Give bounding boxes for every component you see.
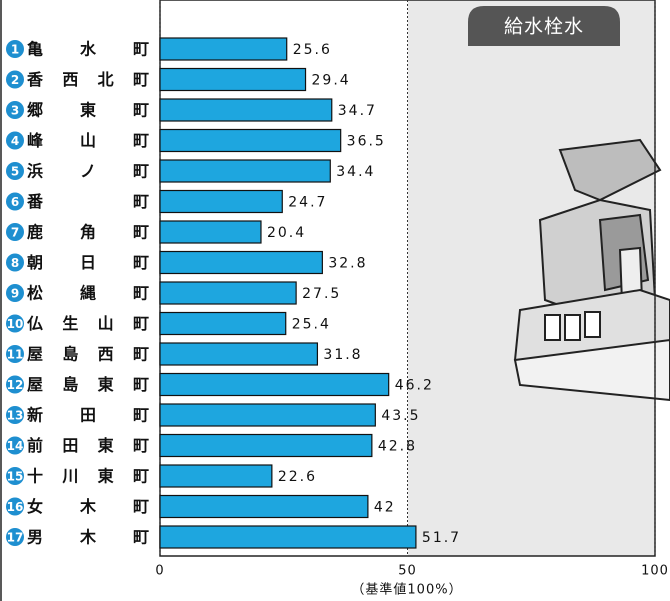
value-label: 25.4 [292, 317, 331, 333]
value-label: 51.7 [422, 530, 461, 546]
category-number: 1 [11, 43, 19, 57]
y-tick-label: 朝日町 [27, 253, 149, 272]
bar [160, 69, 306, 91]
y-tick-label: 浜ノ町 [27, 162, 149, 181]
bar [160, 374, 389, 396]
category-number: 6 [11, 195, 19, 209]
category-number: 4 [11, 134, 19, 148]
bar [160, 160, 330, 182]
y-tick-label: 十川東町 [27, 467, 149, 486]
bar [160, 99, 332, 121]
bar [160, 282, 296, 304]
category-number: 10 [7, 317, 24, 331]
value-label: 24.7 [288, 195, 327, 211]
y-tick-label: 番町 [26, 192, 149, 211]
y-tick-label: 新田町 [27, 406, 149, 425]
category-number: 7 [11, 226, 19, 240]
value-label: 42 [374, 500, 396, 516]
x-tick-label: 100 [641, 564, 669, 579]
category-number: 12 [7, 378, 24, 392]
bar [160, 191, 282, 213]
y-tick-label: 郷東町 [27, 101, 149, 120]
y-tick-label: 屋島東町 [27, 375, 149, 394]
category-number: 11 [7, 348, 24, 362]
y-tick-label: 前田東町 [27, 436, 149, 455]
y-tick-label: 男木町 [27, 528, 149, 547]
category-number: 9 [11, 287, 19, 301]
value-label: 32.8 [328, 256, 367, 272]
bar [160, 252, 322, 274]
y-tick-label: 香西北町 [26, 70, 149, 89]
value-label: 43.5 [381, 408, 420, 424]
bar [160, 343, 317, 365]
chart: 給水栓水 （基準値100%） 0 50 100 1 亀水町 25.6 2 香西北町 29.4 3郷… [0, 0, 670, 601]
bar [160, 435, 372, 457]
bar [160, 313, 286, 335]
category-number: 5 [11, 165, 19, 179]
value-label: 25.6 [293, 42, 332, 58]
category-number: 16 [7, 500, 24, 514]
y-tick-label: 亀水町 [27, 40, 149, 59]
x-tick-label: 0 [155, 564, 164, 579]
category-number: 17 [7, 531, 24, 545]
value-label: 29.4 [312, 73, 351, 89]
value-label: 42.8 [378, 439, 417, 455]
bar [160, 38, 287, 60]
y-tick-label: 松縄町 [27, 284, 149, 303]
category-number: 15 [7, 470, 24, 484]
bar [160, 130, 341, 152]
value-label: 34.4 [336, 164, 375, 180]
bar [160, 404, 375, 426]
bar [160, 496, 368, 518]
value-label: 34.7 [338, 103, 377, 119]
chart-title: 給水栓水 [504, 16, 584, 38]
category-number: 2 [11, 73, 19, 87]
value-label: 36.5 [347, 134, 386, 150]
bar [160, 221, 261, 243]
category-number: 13 [7, 409, 24, 423]
value-label: 31.8 [323, 347, 362, 363]
y-tick-label: 屋島西町 [27, 345, 149, 364]
category-number: 8 [11, 256, 19, 270]
value-label: 46.2 [395, 378, 434, 394]
value-label: 20.4 [267, 225, 306, 241]
x-axis-label: （基準値100%） [351, 582, 462, 598]
y-tick-label: 鹿角町 [27, 223, 149, 242]
x-tick-label: 50 [398, 564, 417, 579]
value-label: 22.6 [278, 469, 317, 485]
bar [160, 526, 416, 548]
y-tick-label: 峰山町 [27, 131, 149, 150]
category-number: 14 [7, 439, 24, 453]
y-tick-label: 仏生山町 [27, 314, 149, 333]
value-label: 27.5 [302, 286, 341, 302]
category-number: 3 [11, 104, 19, 118]
bar [160, 465, 272, 487]
y-tick-label: 女木町 [27, 497, 149, 516]
